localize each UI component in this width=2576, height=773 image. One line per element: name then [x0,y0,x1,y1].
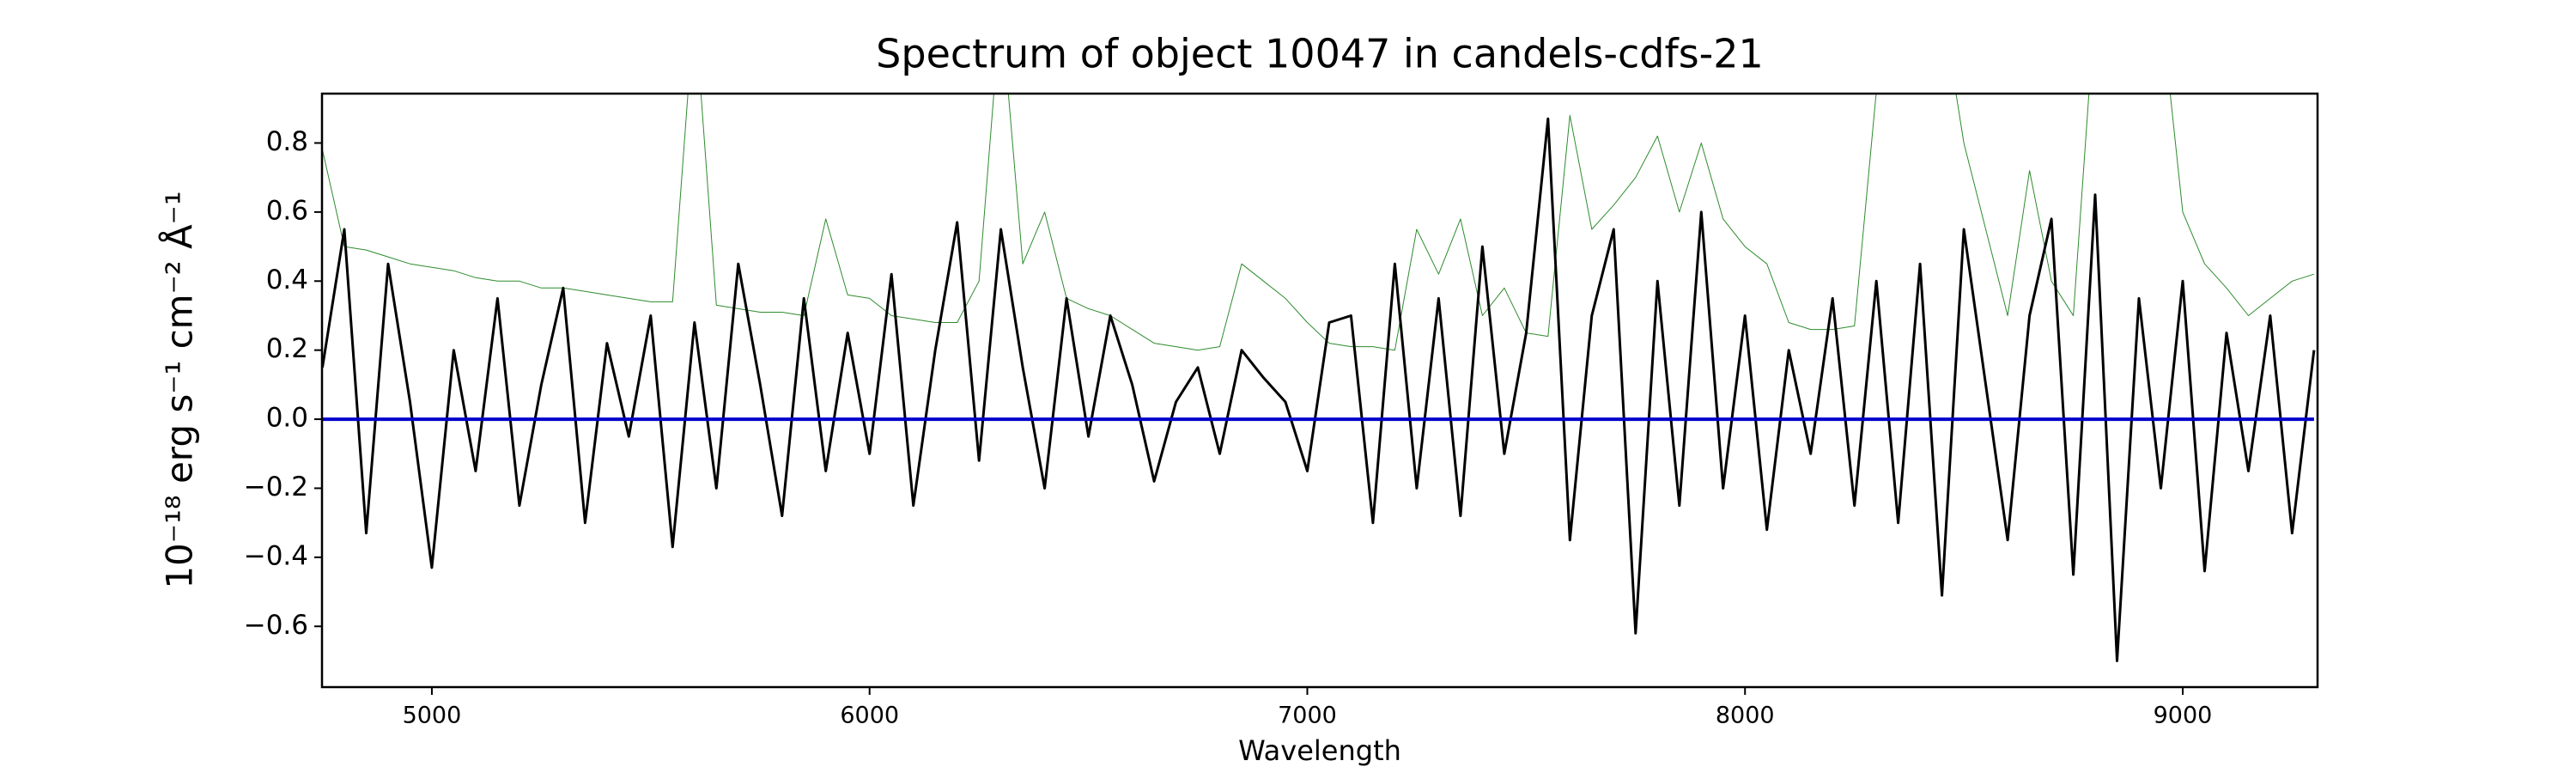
x-axis-label: Wavelength [1238,734,1401,767]
y-axis-label: 10⁻¹⁸ erg s⁻¹ cm⁻² Å⁻¹ [158,191,201,588]
x-tick-label: 5000 [403,703,462,729]
x-tick-label: 9000 [2154,703,2213,729]
y-tick-label: 0.0 [266,403,308,434]
y-tick-label: −0.4 [244,540,308,571]
y-tick-label: −0.2 [244,472,308,502]
y-tick-label: −0.6 [244,610,308,641]
plot-area [322,94,2316,662]
x-tick-label: 7000 [1278,703,1337,729]
spectrum-line [322,94,2315,351]
y-tick-label: 0.4 [266,265,308,295]
y-tick-label: 0.8 [266,126,308,157]
y-tick-label: 0.2 [266,333,308,364]
chart-title: Spectrum of object 10047 in candels-cdfs… [876,31,1764,77]
x-tick-label: 8000 [1716,703,1775,729]
spectrum-line [322,117,2316,662]
plot-frame [320,92,2319,689]
x-tick-label: 6000 [840,703,899,729]
y-tick-label: 0.6 [266,195,308,226]
